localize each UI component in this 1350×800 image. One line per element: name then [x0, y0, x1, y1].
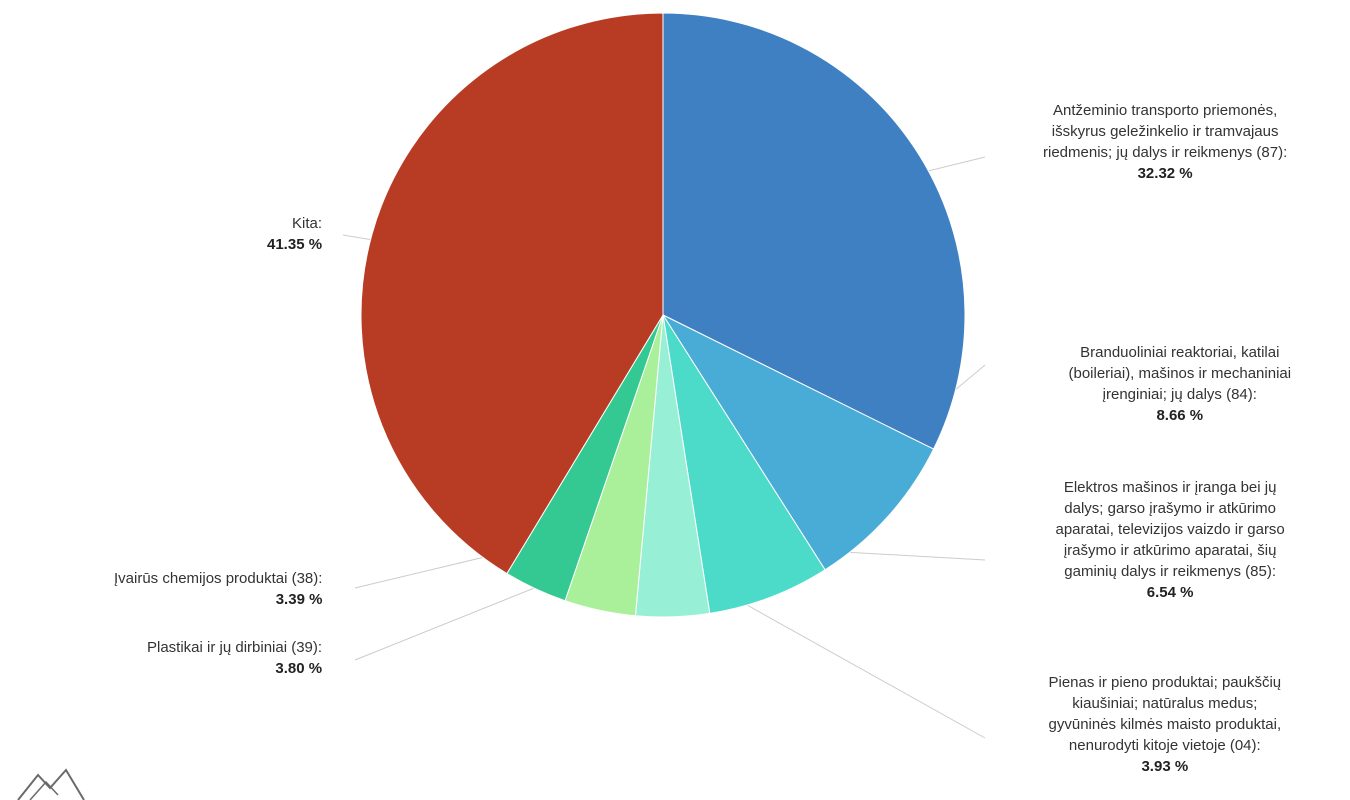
slice-name-line: Antžeminio transporto priemonės, — [1052, 102, 1278, 119]
slice-value: 32.32 % — [1137, 165, 1193, 182]
logo-icon — [17, 768, 85, 800]
pie-slice-branduoliniai-reaktoriai-kat[interactable] — [661, 313, 935, 571]
pie-slice-elektros-masinos-ir-iranga-b[interactable] — [662, 314, 826, 614]
slice-label-branduoliniai-reaktoriai-kat: Branduoliniai reaktoriai, katilai (boiler… — [1069, 342, 1292, 426]
slice-name-line: išskyrus geležinkelio ir tramvajaus — [1051, 123, 1279, 140]
slice-label-elektros-masinos-ir-iranga-b: Elektros mašinos ir įranga bei jų dalys; … — [1056, 477, 1285, 603]
slice-name-line: Pienas ir pieno produktai; paukščių — [1048, 674, 1282, 691]
slice-value: 41.35 % — [267, 236, 323, 253]
slice-value: 6.54 % — [1146, 584, 1194, 601]
slice-name-line: Įvairūs chemijos produktai (38): — [114, 570, 323, 587]
slice-name-line: riedmenis; jų dalys ir reikmenys (87): — [1043, 144, 1288, 161]
slice-name-line: Elektros mašinos ir įranga bei jų — [1063, 479, 1277, 496]
pie-slice-antzeminio-transporto-priemo[interactable] — [662, 12, 966, 450]
slice-value: 8.66 % — [1156, 407, 1204, 424]
slice-name-line: Plastikai ir jų dirbiniai (39): — [147, 639, 323, 656]
slice-label-kita: Kita: 41.35 % — [267, 213, 322, 255]
slice-value: 3.39 % — [275, 591, 323, 608]
slice-label-antzeminio-transporto-priemo: Antžeminio transporto priemonės, išskyrus… — [1043, 100, 1287, 184]
slice-name-line: nenurodyti kitoje vietoje (04): — [1068, 737, 1261, 754]
pie-slice-kita[interactable] — [360, 12, 664, 575]
slice-label-ivairus-chemijos-produktai-3: Įvairūs chemijos produktai (38): 3.39 % — [114, 568, 322, 610]
pie-slices — [360, 12, 966, 618]
slice-name-line: gyvūninės kilmės maisto produktai, — [1048, 716, 1282, 733]
slice-name-line: Kita: — [292, 215, 323, 232]
slice-label-pienas-ir-pieno-produktai-pa: Pienas ir pieno produktai; paukščių kiauš… — [1049, 672, 1282, 777]
slice-name-line: (boileriai), mašinos ir mechaniniai — [1068, 365, 1292, 382]
slice-value: 3.93 % — [1141, 758, 1189, 775]
slice-name-line: įrenginiai; jų dalys (84): — [1102, 386, 1257, 403]
slice-name-line: įrašymo ir atkūrimo aparatai, šių — [1063, 542, 1277, 559]
slice-name-line: aparatai, televizijos vaizdo ir garso — [1055, 521, 1285, 538]
slice-value: 3.80 % — [275, 660, 323, 677]
slice-name-line: gaminių dalys ir reikmenys (85): — [1064, 563, 1277, 580]
slice-name-line: Branduoliniai reaktoriai, katilai — [1080, 344, 1280, 361]
slice-name-line: kiaušiniai; natūralus medus; — [1072, 695, 1258, 712]
slice-name-line: dalys; garso įrašymo ir atkūrimo — [1064, 500, 1276, 517]
slice-label-plastikai-ir-ju-dirbiniai-39: Plastikai ir jų dirbiniai (39): 3.80 % — [147, 637, 322, 679]
